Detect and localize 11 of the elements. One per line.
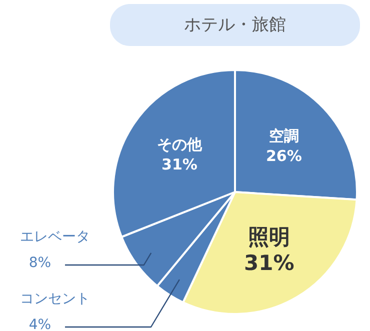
data-label: 4% [28,317,52,331]
chart-title: ホテル・旅館 [184,15,286,35]
data-label: 8% [28,255,52,271]
slice-label: 照明 [248,224,290,249]
data-label: 26% [266,147,302,166]
data-label: 31% [162,155,198,174]
slice-label: コンセント [20,291,90,307]
slice-label: 空調 [268,127,299,146]
data-label: 31% [244,250,294,275]
slice-label: エレベータ [20,229,90,245]
slice-label: その他 [157,135,204,154]
